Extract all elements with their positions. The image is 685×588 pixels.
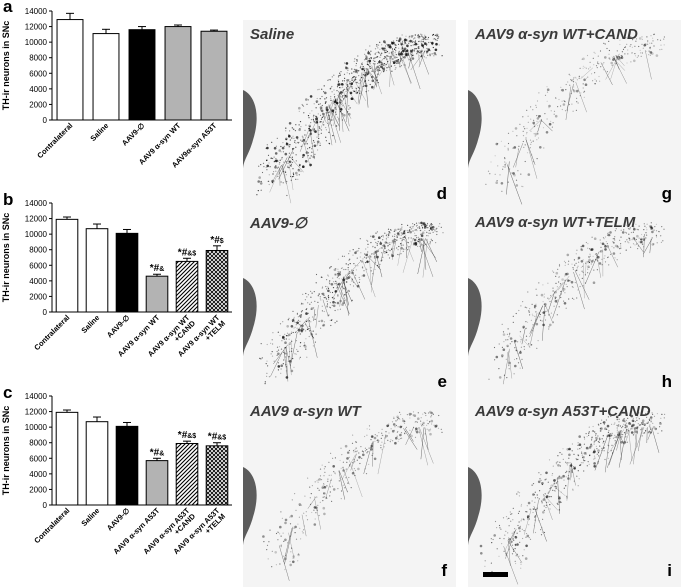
y-tick-label: 10000 [25, 230, 48, 239]
y-tick-label: 2000 [29, 485, 47, 494]
y-tick-label: 6000 [29, 69, 47, 78]
x-tick-label: AAV9-∅ [120, 121, 147, 148]
micrograph-letter: d [437, 184, 447, 204]
bar [93, 34, 119, 120]
y-tick-label: 12000 [25, 215, 48, 224]
y-tick-label: 14000 [25, 7, 48, 16]
y-tick-label: 4000 [29, 85, 47, 94]
micrograph-letter: h [662, 372, 672, 392]
x-tick-label: Saline [79, 313, 101, 335]
bar-chart-c: TH-ir neurons in SNc 0 2000 4000 6000 8000 100… [0, 393, 235, 588]
y-tick-label: 10000 [25, 423, 48, 432]
y-tick-label: 6000 [29, 261, 47, 270]
x-tick-label: AAV9-∅ [105, 506, 132, 533]
y-tick-label: 12000 [25, 23, 48, 32]
y-tick-label: 0 [43, 308, 48, 317]
y-tick-label: 12000 [25, 408, 48, 417]
significance-label: *#$ [210, 235, 223, 246]
bar [176, 261, 198, 312]
bar [56, 219, 78, 312]
y-tick-label: 10000 [25, 38, 48, 47]
y-tick-label: 0 [43, 501, 48, 510]
y-tick-label: 2000 [29, 292, 47, 301]
y-tick-label: 2000 [29, 100, 47, 109]
bar [116, 233, 138, 312]
y-axis-label: TH-ir neurons in SNc [1, 21, 11, 111]
x-tick-label: Contralateral [32, 313, 71, 352]
tissue-background [468, 397, 681, 587]
micrograph-empty-vector: AAV9-∅ e [243, 208, 456, 398]
significance-label: *#&$ [178, 247, 197, 258]
micrograph-title: Saline [250, 26, 294, 43]
bar [146, 461, 168, 505]
x-tick-label: Saline [79, 506, 101, 528]
significance-label: *#&$ [178, 430, 197, 441]
y-tick-label: 8000 [29, 54, 47, 63]
bar [56, 412, 78, 505]
x-tick-label: Saline [88, 121, 110, 143]
micrograph-title: AAV9-∅ [250, 214, 307, 232]
bar [146, 276, 168, 312]
micrograph-title: AAV9 α-syn WT [250, 403, 361, 420]
x-tick-label: AAV9-∅ [105, 313, 132, 340]
tissue-background [468, 208, 681, 398]
micrograph-wt-telm: AAV9 α-syn WT+TELM h [468, 208, 681, 398]
micrograph-title: AAV9 α-syn WT+TELM [475, 214, 635, 231]
bar [206, 250, 228, 312]
x-tick-label: Contralateral [35, 121, 74, 160]
micrograph-wt-cand: AAV9 α-syn WT+CAND g [468, 20, 681, 210]
micrograph-title: AAV9 α-syn WT+CAND [475, 26, 638, 43]
bar [116, 426, 138, 505]
tissue-background [243, 208, 456, 398]
bar [129, 30, 155, 120]
y-tick-label: 6000 [29, 454, 47, 463]
tissue-background [468, 20, 681, 210]
x-tick-label: Contralateral [32, 506, 71, 545]
micrograph-letter: e [438, 372, 447, 392]
significance-label: *#& [150, 263, 165, 274]
micrograph-a53t-cand: AAV9 α-syn A53T+CAND i [468, 397, 681, 587]
bar [57, 20, 83, 120]
micrograph-title: AAV9 α-syn A53T+CAND [475, 403, 651, 420]
y-axis-label: TH-ir neurons in SNc [1, 213, 11, 303]
y-tick-label: 14000 [25, 199, 48, 208]
y-axis-label: TH-ir neurons in SNc [1, 406, 11, 496]
bar [165, 27, 191, 120]
y-tick-label: 8000 [29, 439, 47, 448]
scale-bar [483, 572, 508, 577]
micrograph-letter: g [662, 184, 672, 204]
y-tick-label: 8000 [29, 246, 47, 255]
micrograph-letter: i [667, 561, 672, 581]
y-tick-label: 0 [43, 116, 48, 125]
bar [176, 443, 198, 505]
bar [201, 31, 227, 120]
y-tick-label: 4000 [29, 470, 47, 479]
significance-label: *#&$ [208, 432, 227, 443]
bar-chart-a: TH-ir neurons in SNc 0 2000 4000 6000 8000 100… [0, 8, 235, 198]
bar [206, 446, 228, 505]
bar-chart-b: TH-ir neurons in SNc 0 2000 4000 6000 8000 100… [0, 200, 235, 395]
micrograph-saline: Saline d [243, 20, 456, 210]
y-tick-label: 14000 [25, 392, 48, 401]
micrograph-letter: f [441, 561, 447, 581]
y-tick-label: 4000 [29, 277, 47, 286]
significance-label: *#& [150, 447, 165, 458]
bar [86, 422, 108, 505]
bar [86, 229, 108, 312]
micrograph-wt: AAV9 α-syn WT f [243, 397, 456, 587]
